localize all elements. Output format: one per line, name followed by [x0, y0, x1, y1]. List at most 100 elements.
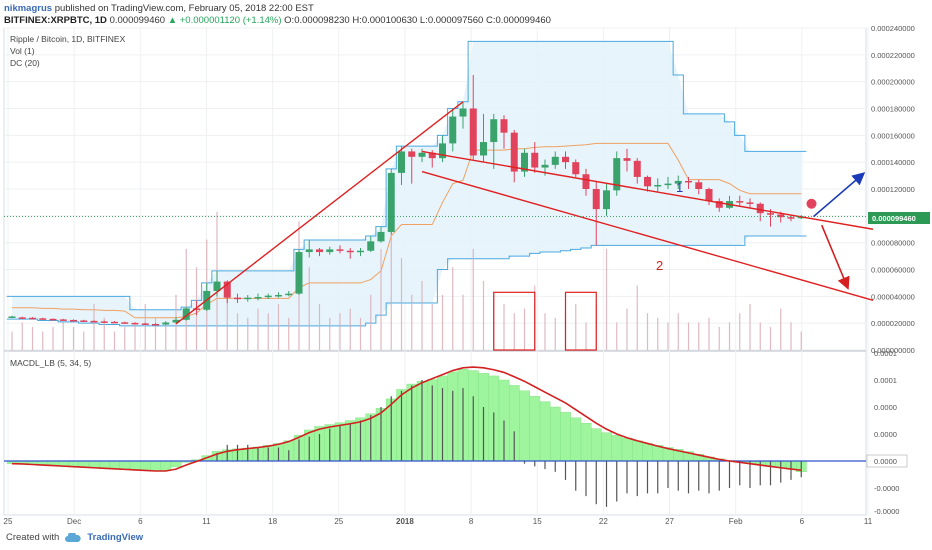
macd-histogram-bar — [539, 401, 551, 462]
candle-body — [357, 250, 364, 253]
published-text: published on TradingView.com, February 0… — [54, 3, 314, 14]
price-tick-label: 0.000000000 — [871, 346, 915, 355]
macd-histogram-bar — [119, 460, 131, 470]
candle-body — [8, 316, 16, 318]
candle-body — [264, 295, 272, 298]
time-tick-label: 22 — [599, 517, 608, 526]
macd-zero-tag — [866, 454, 908, 468]
candle-body — [90, 320, 98, 323]
forecast-up-arrow — [812, 172, 866, 218]
price-axes[interactable]: 0.000240000 0.000220000 0.000200000 0.00018… — [866, 24, 915, 516]
candle-body — [152, 323, 159, 326]
time-tick-label: 11 — [864, 517, 873, 526]
candle-body — [480, 142, 487, 156]
macd-tick-label: 0.0000 — [874, 430, 897, 439]
candle-body — [408, 151, 416, 157]
candle-body — [777, 214, 785, 218]
time-tick-label: Dec — [67, 517, 81, 526]
candle-body — [346, 250, 354, 253]
candle-body — [428, 152, 436, 159]
candle-body — [695, 182, 703, 189]
price-tick-label: 0.000020000 — [871, 319, 915, 328]
pane-title: Ripple / Bitcoin, 1D, BITFINEX — [10, 34, 126, 44]
channel-line — [175, 101, 464, 325]
price-tick-label: 0.000080000 — [871, 239, 915, 248]
time-tick-label: 25 — [4, 517, 13, 526]
candle-body — [39, 318, 47, 320]
candle-body — [490, 119, 498, 143]
channel-line — [421, 150, 874, 230]
dc-indicator-label: DC (20) — [10, 58, 40, 68]
price-tick-label: 0.000140000 — [871, 158, 915, 167]
candle-body — [29, 317, 36, 320]
candle-body — [531, 152, 539, 168]
macd-histogram-bar — [601, 432, 612, 462]
time-axis[interactable]: 25 Dec 6 11 18 25 2018 8 15 22 27 Feb 6 11 — [4, 517, 873, 526]
tradingview-cloud-icon — [65, 532, 81, 542]
time-tick-label: 15 — [533, 517, 542, 526]
highlight-box — [493, 291, 536, 351]
donchian-upper-line — [6, 40, 807, 311]
macd-histogram-bar — [611, 435, 623, 462]
wave-label-2: 2 — [656, 258, 663, 273]
candle-body — [49, 318, 57, 321]
candle-body — [336, 249, 344, 251]
candle-body — [736, 201, 744, 203]
candle-body — [367, 241, 375, 251]
donchian-fill — [12, 41, 802, 326]
candle-body — [541, 164, 549, 168]
donchian-lower-line — [6, 235, 807, 327]
candle-body — [572, 162, 580, 175]
time-tick-label: 25 — [334, 517, 343, 526]
candle-body — [469, 108, 477, 156]
up-arrow-icon: ▲ — [167, 15, 178, 26]
channel-line — [421, 170, 874, 302]
candle-body — [18, 317, 26, 319]
macd-tick-label: 0.0001 — [874, 376, 897, 385]
macd-histogram-bar — [642, 443, 653, 462]
candle-body — [234, 297, 241, 300]
candle-body — [767, 213, 774, 215]
candle-body — [398, 151, 405, 173]
macd-tick-label: 0.0000 — [874, 457, 897, 466]
wave-label-1: 1 — [676, 180, 683, 195]
candle-body — [715, 201, 723, 208]
volume-bars — [11, 193, 802, 350]
candle-body — [275, 294, 282, 297]
time-tick-label: Feb — [729, 517, 743, 526]
symbol-info: BITFINEX:XRPBTC, 1D 0.000099460 ▲ +0.000… — [4, 15, 551, 26]
macd-tick-label: -0.0000 — [874, 484, 899, 493]
author-name[interactable]: nikmagrus — [4, 3, 53, 14]
macd-histogram-bar — [591, 428, 602, 462]
ohlc-values: O:0.000098230 H:0.000100630 L:0.00009756… — [284, 15, 551, 26]
candle-body — [316, 249, 323, 253]
highlight-box — [564, 291, 597, 351]
candle-body — [705, 189, 713, 202]
candle-body — [510, 132, 518, 172]
macd-histogram-bar — [529, 396, 541, 462]
price-tick-label: 0.000120000 — [871, 185, 915, 194]
candle-body — [633, 160, 641, 177]
candle-body — [603, 190, 610, 210]
candle-body — [100, 321, 108, 323]
candle-body — [664, 183, 672, 186]
publish-info: nikmagrus published on TradingView.com, … — [4, 3, 314, 14]
candle-body — [141, 323, 149, 325]
price-change: +0.000001120 (+1.14%) — [179, 15, 282, 26]
macd-indicator-label: MACDL_LB (5, 34, 5) — [10, 358, 91, 368]
drawing-overlays[interactable] — [4, 101, 874, 351]
candle-body — [111, 321, 118, 324]
macd-histogram-bar — [160, 460, 172, 471]
candle-body — [613, 158, 621, 191]
candle-body — [254, 297, 262, 299]
macd-histogram-bar — [570, 417, 582, 462]
created-with-text: Created with — [6, 532, 60, 543]
macd-histogram-bar — [170, 460, 182, 468]
tradingview-brand[interactable]: TradingView — [87, 532, 144, 543]
candle-body — [449, 116, 457, 144]
candle-body — [459, 108, 467, 117]
candle-body — [387, 172, 395, 232]
price-tick-label: 0.000160000 — [871, 131, 915, 140]
macd-histogram-bar — [129, 460, 141, 471]
